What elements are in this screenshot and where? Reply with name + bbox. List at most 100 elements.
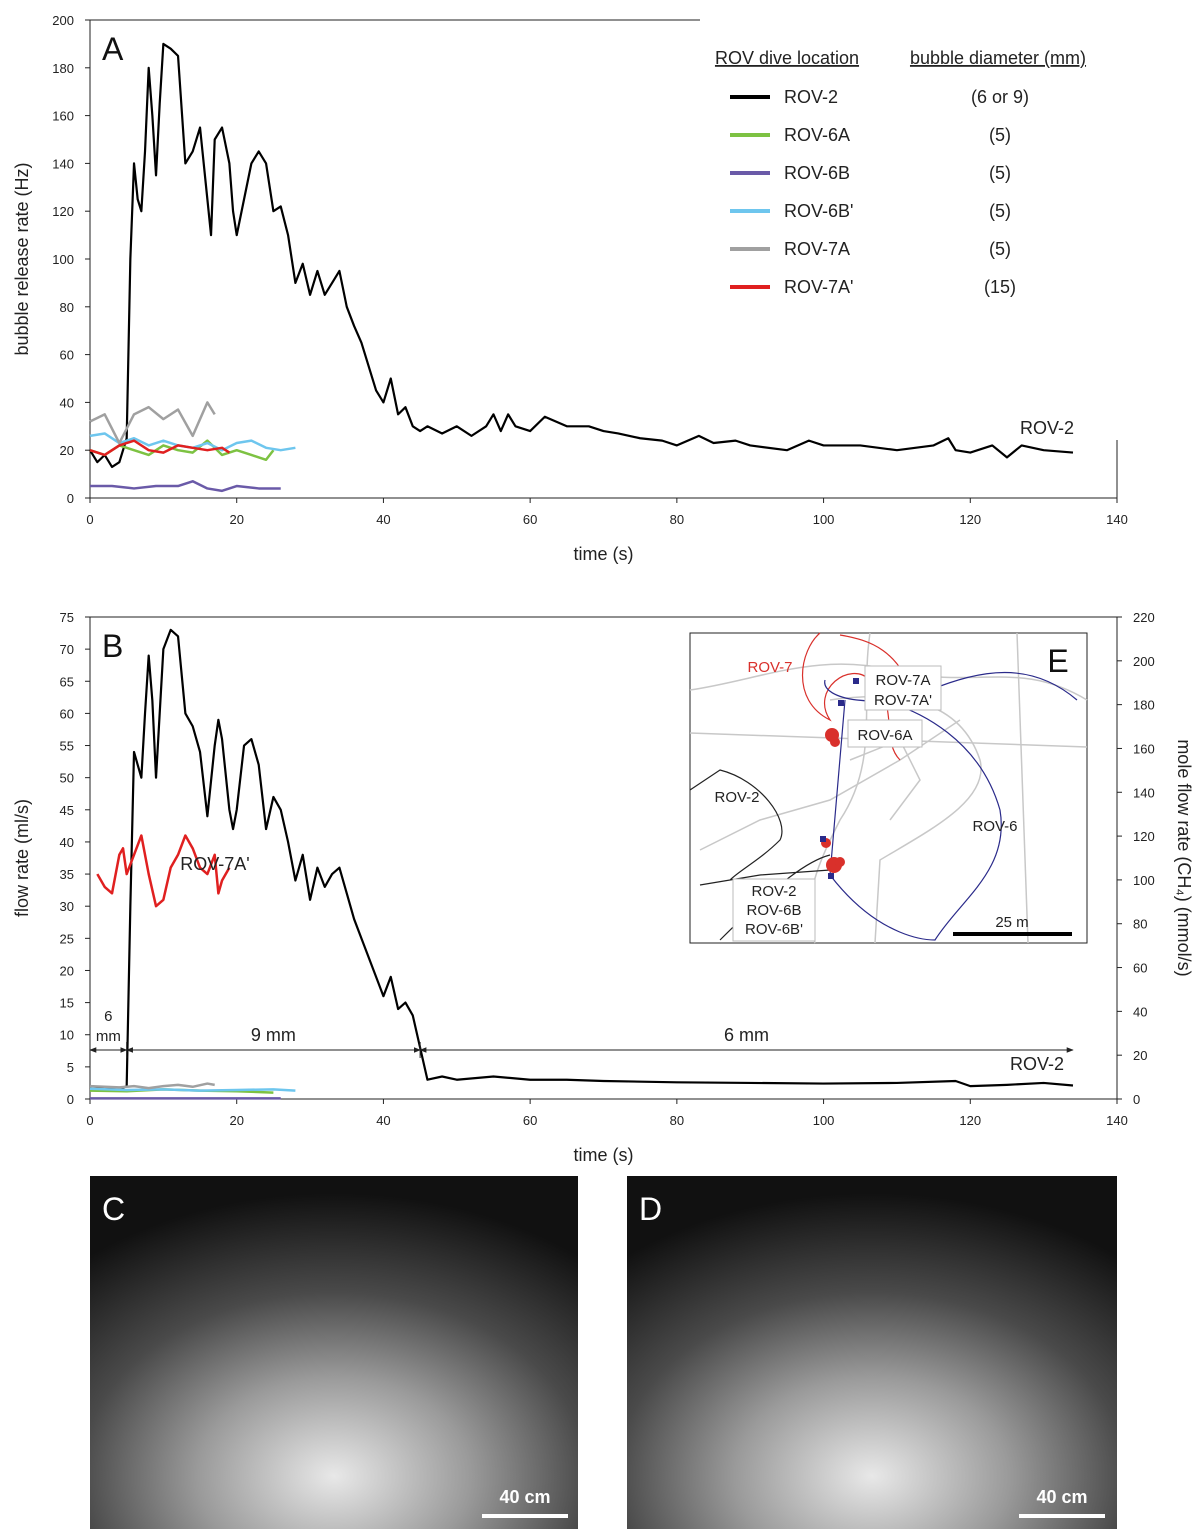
y-tick-label: 160 (52, 109, 74, 124)
x-tick-label: 20 (229, 512, 243, 527)
legend-diameter: (5) (989, 125, 1011, 145)
y2-tick-label: 40 (1133, 1004, 1147, 1019)
y-tick-label: 0 (67, 491, 74, 506)
y2-tick-label: 200 (1133, 654, 1155, 669)
y-tick-label: 120 (52, 204, 74, 219)
span-label: 9 mm (251, 1025, 296, 1045)
map-scale-label: 25 m (995, 914, 1028, 931)
x-tick-label: 100 (813, 1113, 835, 1128)
x-tick-label: 80 (670, 512, 684, 527)
map-label: ROV-6B (746, 902, 801, 919)
y-tick-label: 25 (60, 931, 74, 946)
y-tick-label: 45 (60, 803, 74, 818)
series-line (89, 401, 216, 445)
x-axis-title: time (s) (574, 544, 634, 564)
series-line (89, 439, 231, 457)
photo-d (627, 1176, 1117, 1529)
panel-letter: D (639, 1191, 662, 1227)
panel-letter: B (102, 628, 123, 664)
map-label: ROV-7 (747, 659, 792, 676)
y-tick-label: 30 (60, 899, 74, 914)
y-tick-label: 75 (60, 610, 74, 625)
y2-tick-label: 180 (1133, 698, 1155, 713)
x-tick-label: 40 (376, 1113, 390, 1128)
legend-header: ROV dive location (715, 48, 859, 68)
y-tick-label: 15 (60, 996, 74, 1011)
x-tick-label: 120 (959, 512, 981, 527)
map-label: ROV-7A' (874, 692, 932, 709)
span-label: mm (96, 1028, 121, 1045)
y-tick-label: 5 (67, 1060, 74, 1075)
y2-tick-label: 120 (1133, 829, 1155, 844)
x-tick-label: 40 (376, 512, 390, 527)
map-track-rov7 (801, 632, 901, 761)
y-tick-label: 60 (60, 706, 74, 721)
series-annotation: ROV-7A' (180, 854, 249, 874)
y-tick-label: 180 (52, 61, 74, 76)
series-line (89, 439, 275, 462)
map-label: ROV-2 (751, 883, 796, 900)
x-tick-label: 0 (86, 512, 93, 527)
x-tick-label: 140 (1106, 512, 1128, 527)
legend-label: ROV-6B' (784, 201, 853, 221)
x-axis-title: time (s) (574, 1145, 634, 1165)
y-tick-label: 55 (60, 739, 74, 754)
y2-tick-label: 0 (1133, 1092, 1140, 1107)
x-tick-label: 0 (86, 1113, 93, 1128)
legend-diameter: (5) (989, 201, 1011, 221)
map-label-box (864, 665, 942, 711)
photos (90, 1176, 1117, 1529)
map-markers (820, 678, 859, 879)
legend-label: ROV-7A (784, 239, 850, 259)
map-label-box (847, 719, 923, 748)
y2-tick-label: 100 (1133, 873, 1155, 888)
scale-label: 40 cm (499, 1487, 550, 1507)
map-label-box (732, 878, 816, 942)
y2-axis-title: mole flow rate (CH₄) (mmol/s) (1174, 739, 1194, 976)
legend-label: ROV-7A' (784, 277, 853, 297)
legend-label: ROV-2 (784, 87, 838, 107)
y-tick-label: 20 (60, 443, 74, 458)
y-tick-label: 65 (60, 674, 74, 689)
y2-tick-label: 140 (1133, 785, 1155, 800)
y-tick-label: 70 (60, 642, 74, 657)
series-line (89, 628, 1074, 1091)
y-tick-label: 80 (60, 300, 74, 315)
series-line (89, 1082, 215, 1090)
legend-header: bubble diameter (mm) (910, 48, 1086, 68)
map-label: ROV-6 (972, 818, 1017, 835)
legend-label: ROV-6B (784, 163, 850, 183)
y-tick-label: 200 (52, 13, 74, 28)
x-tick-label: 120 (959, 1113, 981, 1128)
y-axis-title: bubble release rate (Hz) (12, 162, 32, 355)
x-tick-label: 60 (523, 1113, 537, 1128)
y-tick-label: 60 (60, 348, 74, 363)
span-label: 6 (104, 1008, 112, 1025)
scale-label: 40 cm (1036, 1487, 1087, 1507)
map-label: ROV-2 (714, 789, 759, 806)
y-tick-label: 35 (60, 867, 74, 882)
y-tick-label: 40 (60, 395, 74, 410)
series-annotation: ROV-2 (1010, 1054, 1064, 1074)
panel-letter: E (1047, 643, 1068, 679)
panel-letter: C (102, 1191, 125, 1227)
x-tick-label: 80 (670, 1113, 684, 1128)
map-label: ROV-7A (875, 672, 930, 689)
series-line (96, 834, 231, 908)
x-tick-label: 100 (813, 512, 835, 527)
y-tick-label: 40 (60, 835, 74, 850)
y-tick-label: 20 (60, 963, 74, 978)
y2-tick-label: 60 (1133, 961, 1147, 976)
legend-label: ROV-6A (784, 125, 850, 145)
x-tick-label: 140 (1106, 1113, 1128, 1128)
legend-diameter: (6 or 9) (971, 87, 1029, 107)
photo-c (90, 1176, 578, 1529)
series-line (89, 42, 1074, 469)
y2-tick-label: 160 (1133, 741, 1155, 756)
x-tick-label: 60 (523, 512, 537, 527)
legend-diameter: (5) (989, 239, 1011, 259)
y2-tick-label: 220 (1133, 610, 1155, 625)
y-tick-label: 140 (52, 156, 74, 171)
panel-letter: A (102, 31, 124, 67)
